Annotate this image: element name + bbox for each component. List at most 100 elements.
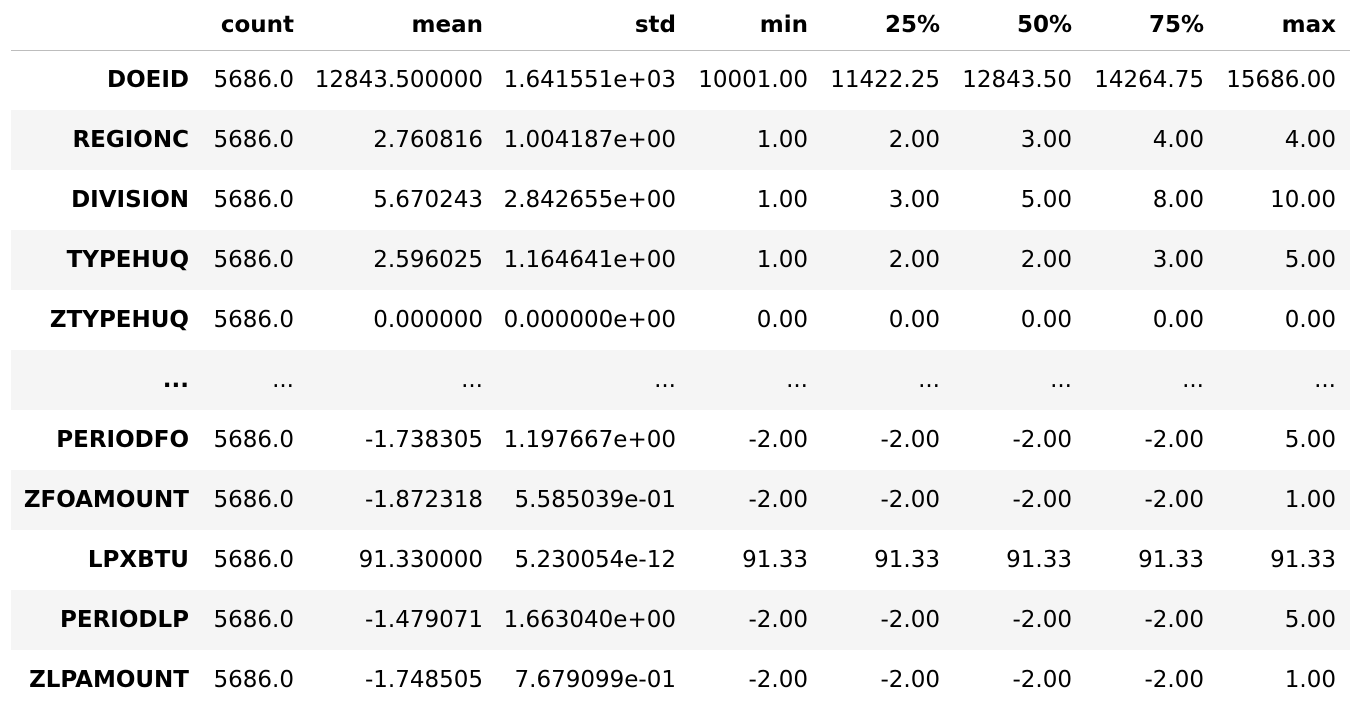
index-header (11, 0, 203, 51)
cell-min: 10001.00 (698, 67, 808, 94)
row-index: PERIODLP (60, 607, 189, 633)
row-index: DIVISION (71, 187, 189, 213)
cell-50pct: -2.00 (1012, 607, 1072, 633)
cell-std: 2.842655e+00 (503, 187, 676, 213)
cell-ellipsis: ... (461, 367, 483, 393)
cell-max: 5.00 (1284, 427, 1336, 453)
cell-50pct: 0.00 (1020, 307, 1072, 333)
table-row: ZTYPEHUQ 5686.0 0.000000 0.000000e+00 0.… (11, 290, 1350, 350)
cell-std: 1.641551e+03 (503, 67, 676, 94)
cell-25pct: -2.00 (880, 487, 940, 513)
table-header: count mean std min 25% 50% 75% max (11, 0, 1350, 51)
cell-75pct: -2.00 (1144, 607, 1204, 633)
cell-75pct: 91.33 (1138, 547, 1204, 573)
cell-count: 5686.0 (213, 667, 294, 693)
cell-50pct: 5.00 (1020, 187, 1072, 213)
cell-count: 5686.0 (213, 307, 294, 333)
column-header-count: count (203, 0, 308, 51)
cell-50pct: 91.33 (1006, 547, 1072, 573)
cell-std: 1.197667e+00 (503, 427, 676, 453)
cell-count: 5686.0 (213, 187, 294, 213)
column-header-min: min (690, 0, 822, 51)
table-row: LPXBTU 5686.0 91.330000 5.230054e-12 91.… (11, 530, 1350, 590)
row-index: PERIODFO (56, 427, 189, 453)
cell-min: 1.00 (756, 187, 808, 213)
column-header-max: max (1218, 0, 1350, 51)
cell-75pct: 4.00 (1152, 127, 1204, 153)
cell-max: 1.00 (1284, 667, 1336, 693)
column-header-75pct: 75% (1086, 0, 1218, 51)
cell-mean: -1.738305 (364, 427, 483, 453)
dataframe-table: count mean std min 25% 50% 75% max DOEID… (11, 0, 1350, 710)
cell-50pct: -2.00 (1012, 487, 1072, 513)
cell-count: 5686.0 (213, 247, 294, 273)
table-row: REGIONC 5686.0 2.760816 1.004187e+00 1.0… (11, 110, 1350, 170)
cell-ellipsis: ... (918, 367, 940, 393)
cell-min: -2.00 (748, 487, 808, 513)
cell-75pct: 0.00 (1152, 307, 1204, 333)
table-row: ZFOAMOUNT 5686.0 -1.872318 5.585039e-01 … (11, 470, 1350, 530)
cell-25pct: 0.00 (888, 307, 940, 333)
cell-max: 5.00 (1284, 607, 1336, 633)
cell-mean: 12843.500000 (314, 67, 483, 94)
cell-std: 1.663040e+00 (503, 607, 676, 633)
cell-50pct: -2.00 (1012, 667, 1072, 693)
cell-std: 1.164641e+00 (503, 247, 676, 273)
cell-max: 1.00 (1284, 487, 1336, 513)
row-index-ellipsis: ... (162, 367, 189, 393)
cell-50pct: 12843.50 (962, 67, 1072, 94)
cell-count: 5686.0 (213, 547, 294, 573)
row-index: ZFOAMOUNT (23, 487, 189, 513)
table-row: TYPEHUQ 5686.0 2.596025 1.164641e+00 1.0… (11, 230, 1350, 290)
cell-count: 5686.0 (213, 427, 294, 453)
cell-25pct: 2.00 (888, 127, 940, 153)
cell-min: 1.00 (756, 247, 808, 273)
cell-min: -2.00 (748, 667, 808, 693)
table-row: PERIODFO 5686.0 -1.738305 1.197667e+00 -… (11, 410, 1350, 470)
cell-mean: 91.330000 (358, 547, 483, 573)
table-row: DOEID 5686.0 12843.500000 1.641551e+03 1… (11, 50, 1350, 110)
describe-output: count mean std min 25% 50% 75% max DOEID… (11, 0, 1350, 710)
cell-mean: 0.000000 (373, 307, 483, 333)
column-header-std: std (497, 0, 690, 51)
cell-std: 5.585039e-01 (514, 487, 676, 513)
cell-min: -2.00 (748, 607, 808, 633)
cell-75pct: 8.00 (1152, 187, 1204, 213)
cell-75pct: -2.00 (1144, 427, 1204, 453)
cell-count: 5686.0 (213, 487, 294, 513)
row-index: DOEID (106, 67, 189, 94)
cell-75pct: -2.00 (1144, 487, 1204, 513)
cell-min: 1.00 (756, 127, 808, 153)
table-row: DIVISION 5686.0 5.670243 2.842655e+00 1.… (11, 170, 1350, 230)
cell-max: 10.00 (1270, 187, 1336, 213)
cell-mean: 5.670243 (373, 187, 483, 213)
column-header-25pct: 25% (822, 0, 954, 51)
cell-25pct: -2.00 (880, 427, 940, 453)
cell-25pct: 11422.25 (830, 67, 940, 94)
column-header-50pct: 50% (954, 0, 1086, 51)
cell-mean: 2.596025 (373, 247, 483, 273)
table-row: ZLPAMOUNT 5686.0 -1.748505 7.679099e-01 … (11, 650, 1350, 710)
cell-min: -2.00 (748, 427, 808, 453)
cell-25pct: 91.33 (874, 547, 940, 573)
cell-50pct: 3.00 (1020, 127, 1072, 153)
cell-75pct: 3.00 (1152, 247, 1204, 273)
cell-min: 91.33 (742, 547, 808, 573)
cell-mean: -1.479071 (364, 607, 483, 633)
ellipsis-row: ... ... ... ... ... ... ... ... ... (11, 350, 1350, 410)
cell-50pct: -2.00 (1012, 427, 1072, 453)
table-row: PERIODLP 5686.0 -1.479071 1.663040e+00 -… (11, 590, 1350, 650)
cell-25pct: -2.00 (880, 667, 940, 693)
column-header-mean: mean (308, 0, 497, 51)
row-index: ZTYPEHUQ (49, 307, 189, 333)
row-index: LPXBTU (87, 547, 189, 573)
cell-max: 5.00 (1284, 247, 1336, 273)
header-row: count mean std min 25% 50% 75% max (11, 0, 1350, 51)
cell-ellipsis: ... (272, 367, 294, 393)
cell-std: 1.004187e+00 (503, 127, 676, 153)
row-index: ZLPAMOUNT (29, 667, 189, 693)
row-index: REGIONC (72, 127, 189, 153)
row-index: TYPEHUQ (66, 247, 189, 273)
cell-max: 15686.00 (1226, 67, 1336, 94)
cell-count: 5686.0 (213, 67, 294, 94)
